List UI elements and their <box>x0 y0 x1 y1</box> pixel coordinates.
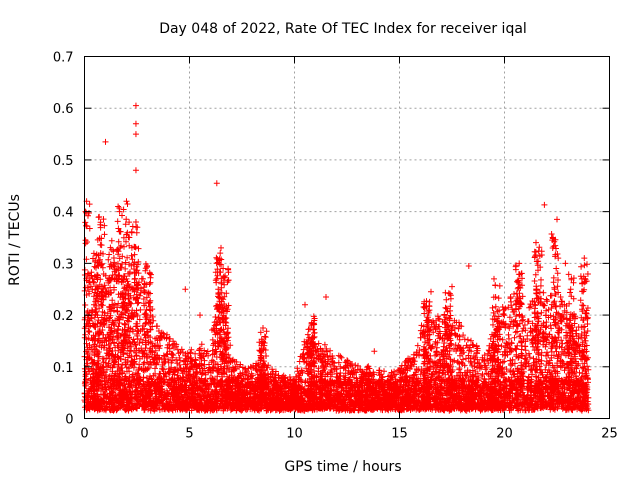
data-point-outlier <box>123 198 130 205</box>
data-point-outlier <box>371 348 378 355</box>
points-layer <box>81 102 592 414</box>
y-tick-label: 0.1 <box>53 361 74 376</box>
data-point-outlier <box>554 216 560 223</box>
data-point-outlier <box>132 218 139 225</box>
data-point-outlier <box>115 203 122 210</box>
data-point-outlier <box>533 239 539 246</box>
data-point-outlier <box>541 201 548 208</box>
y-tick-label: 0.7 <box>53 51 74 66</box>
data-point-outlier <box>449 283 455 290</box>
x-tick-label: 20 <box>496 427 513 442</box>
y-tick-label: 0 <box>65 413 73 428</box>
chart-title: Day 048 of 2022, Rate Of TEC Index for r… <box>159 21 527 37</box>
data-point-outlier <box>213 180 220 187</box>
data-point-outlier <box>96 213 103 220</box>
data-point-outlier <box>549 234 556 241</box>
data-point-outlier <box>562 260 569 267</box>
x-tick-label: 0 <box>80 427 88 442</box>
y-axis-label: ROTI / TECUs <box>7 194 23 286</box>
data-point-outlier <box>132 167 139 174</box>
data-point-outlier <box>132 120 139 127</box>
ticks-layer: 0 5 10 15 20 25 0 0.1 0.2 0.3 0.4 0.5 0.6 0.7 <box>53 51 618 442</box>
x-axis-label: GPS time / hours <box>284 459 401 475</box>
y-tick-label: 0.4 <box>53 206 74 221</box>
data-point-outlier <box>516 260 523 267</box>
data-point-outlier <box>260 325 266 331</box>
plot-frame <box>84 56 610 419</box>
data-point-outlier <box>132 102 139 109</box>
x-tick-label: 25 <box>601 427 618 442</box>
y-tick-label: 0.6 <box>53 102 74 117</box>
data-point-outlier <box>218 244 224 251</box>
data-point-outlier <box>581 255 588 262</box>
x-tick-label: 5 <box>185 427 193 442</box>
data-point-outlier <box>197 312 203 319</box>
data-point-outlier <box>102 138 109 145</box>
x-tick-label: 15 <box>391 427 408 442</box>
data-point-outlier <box>302 301 308 308</box>
data-point-outlier <box>132 131 139 138</box>
y-tick-label: 0.5 <box>53 154 74 169</box>
data-point-cloud <box>81 201 592 414</box>
data-point-outlier <box>182 286 189 293</box>
data-point-outlier <box>220 265 227 272</box>
data-point-outlier <box>465 262 472 269</box>
data-point-outlier <box>323 293 329 300</box>
data-point-outlier <box>428 288 434 295</box>
y-tick-label: 0.3 <box>53 257 74 272</box>
x-tick-label: 10 <box>286 427 303 442</box>
y-tick-label: 0.2 <box>53 309 74 324</box>
data-point-outlier <box>491 275 497 282</box>
